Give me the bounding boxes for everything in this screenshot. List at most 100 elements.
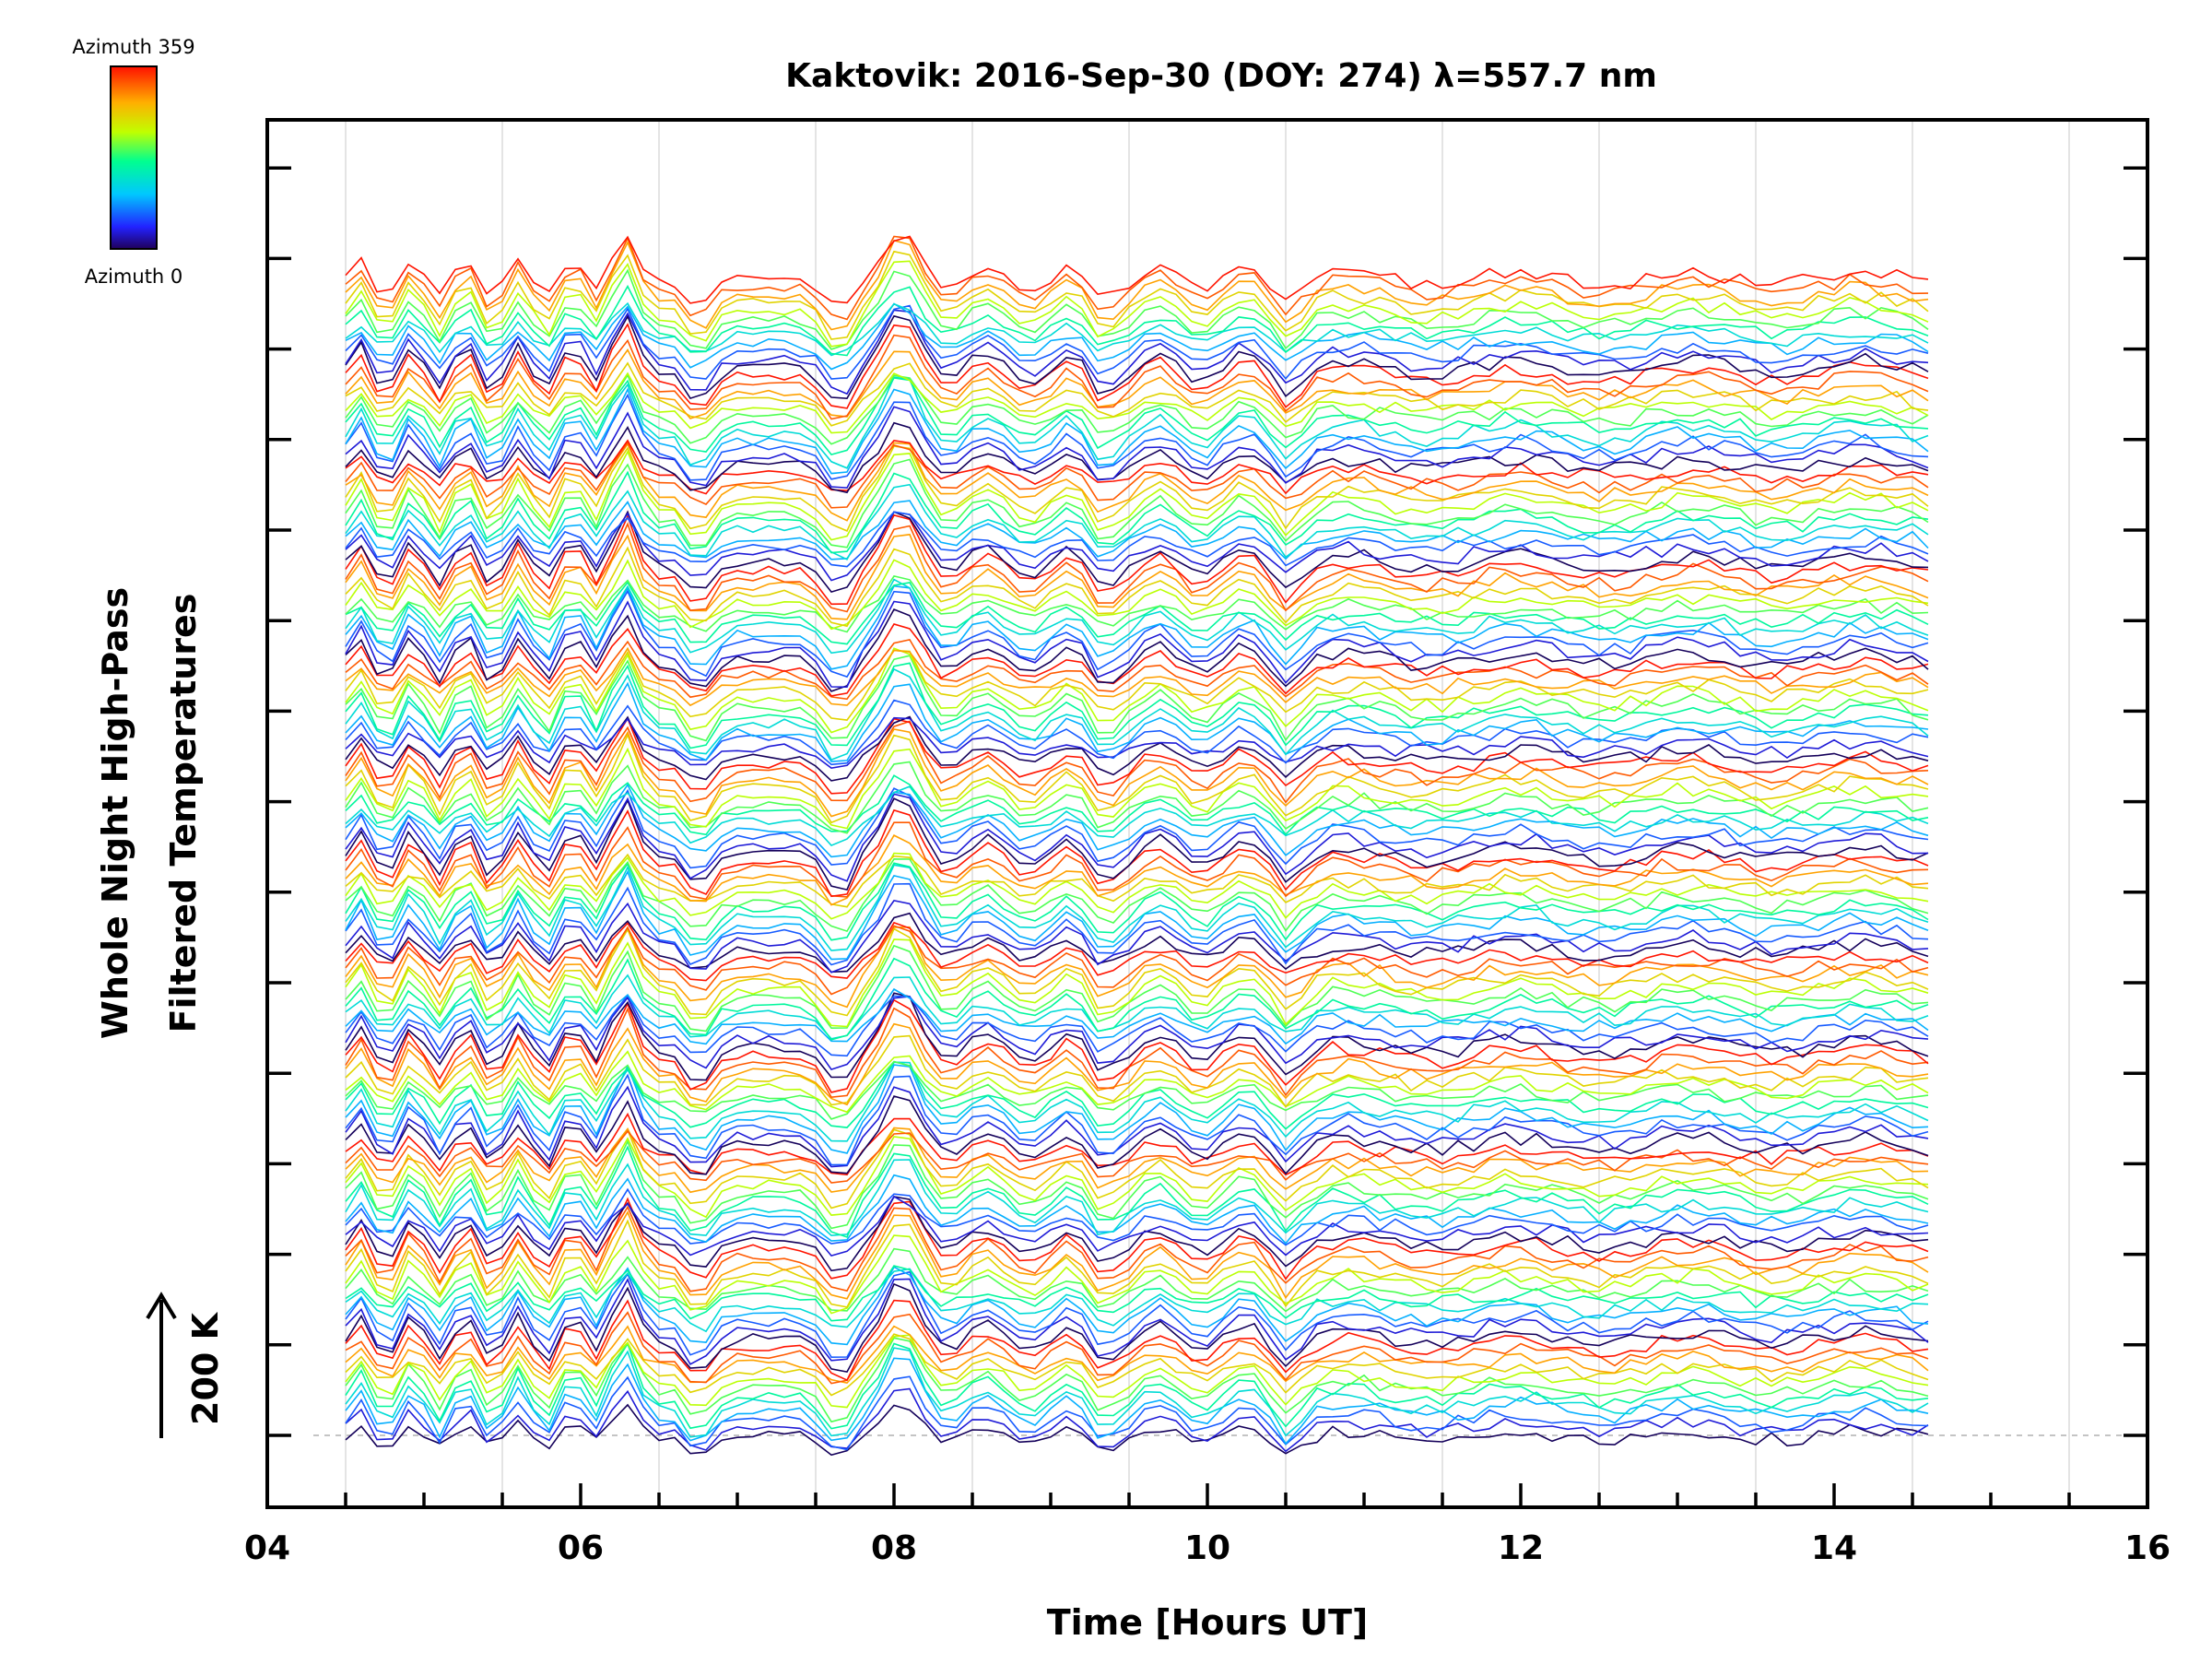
series-line xyxy=(345,853,1929,908)
series-line xyxy=(345,600,1929,689)
series-line xyxy=(345,301,1929,357)
series-line xyxy=(345,470,1929,554)
series-line xyxy=(345,900,1929,974)
series-line xyxy=(345,442,1929,522)
series-line xyxy=(345,957,1929,1041)
series-line xyxy=(345,667,1929,761)
x-axis-label: Time [Hours UT] xyxy=(1047,1602,1369,1643)
series-line xyxy=(345,1403,1929,1457)
x-tick-label: 12 xyxy=(1498,1529,1544,1567)
series-line xyxy=(345,1050,1929,1114)
series-line xyxy=(345,882,1929,966)
series-line xyxy=(345,309,1929,395)
series-line xyxy=(345,623,1929,697)
x-tick-label: 14 xyxy=(1811,1529,1857,1567)
colorbar-bottom-label: Azimuth 0 xyxy=(85,266,183,288)
y-axis-label-line2: Filtered Temperatures xyxy=(163,594,204,1033)
series-line xyxy=(345,1085,1929,1168)
series-line xyxy=(345,1333,1929,1397)
series-line xyxy=(345,987,1929,1045)
series-line xyxy=(345,581,1929,645)
series-line xyxy=(345,793,1929,882)
series-line xyxy=(345,921,1929,982)
series-line xyxy=(345,500,1929,561)
scale-bar-arrowhead-icon xyxy=(146,1292,177,1320)
series-line xyxy=(345,584,1929,670)
x-tick-label: 06 xyxy=(558,1529,604,1567)
series-line xyxy=(345,1299,1929,1382)
series-line xyxy=(345,1342,1929,1430)
series-line xyxy=(345,559,1929,631)
series-line xyxy=(345,1139,1929,1230)
series-line xyxy=(345,834,1929,906)
series-line xyxy=(345,1196,1929,1272)
series-line xyxy=(345,1060,1929,1120)
series-line xyxy=(345,1128,1929,1210)
series-line xyxy=(345,926,1929,1009)
series-line xyxy=(345,458,1929,549)
series-line xyxy=(345,511,1929,582)
colorbar-top-label: Azimuth 359 xyxy=(72,36,194,58)
series-line xyxy=(345,513,1929,606)
series-line xyxy=(345,662,1929,749)
x-tick-label: 04 xyxy=(244,1529,290,1567)
series-line xyxy=(345,927,1929,1017)
series-line xyxy=(345,1095,1929,1175)
x-tick-label: 16 xyxy=(2124,1529,2171,1567)
series-line xyxy=(345,1205,1929,1292)
colorbar-gradient xyxy=(110,65,158,250)
series-line xyxy=(345,1282,1929,1373)
series-line xyxy=(345,785,1929,847)
series-line xyxy=(345,268,1929,350)
series-line xyxy=(345,377,1929,456)
series-line xyxy=(345,387,1929,475)
series-line xyxy=(345,912,1929,974)
series-line xyxy=(345,393,1929,481)
series-line xyxy=(345,546,1929,628)
series-line xyxy=(345,406,1929,490)
series-line xyxy=(345,944,1929,1033)
series-line xyxy=(345,348,1929,419)
series-line xyxy=(345,439,1929,495)
colorbar-legend: Azimuth 359 Azimuth 0 xyxy=(72,36,194,288)
series-line xyxy=(345,821,1929,901)
series-line xyxy=(345,1061,1929,1142)
series-line xyxy=(345,1265,1929,1322)
series-line xyxy=(345,797,1929,891)
series-line xyxy=(345,647,1929,734)
series-line xyxy=(345,733,1929,824)
series-line xyxy=(345,1159,1929,1237)
series-line xyxy=(345,372,1929,434)
series-line xyxy=(345,998,1929,1093)
series-line xyxy=(345,646,1929,707)
series-line xyxy=(345,925,1929,996)
series-line xyxy=(345,450,1929,541)
series-line xyxy=(345,716,1929,795)
series-line xyxy=(345,510,1929,594)
series-line xyxy=(345,235,1929,304)
y-axis-label-line1: Whole Night High-Pass xyxy=(95,587,135,1039)
series-line xyxy=(345,783,1929,858)
series-layer xyxy=(345,235,1929,1457)
series-line xyxy=(345,445,1929,532)
series-line xyxy=(345,421,1929,494)
series-line xyxy=(345,235,1929,321)
series-line xyxy=(345,681,1929,762)
series-line xyxy=(345,302,1929,371)
series-line xyxy=(345,774,1929,836)
series-line xyxy=(345,1187,1929,1246)
series-line xyxy=(345,1007,1929,1099)
series-line xyxy=(345,1219,1929,1308)
series-line xyxy=(345,720,1929,804)
series-line xyxy=(345,1022,1929,1106)
series-line xyxy=(345,649,1929,721)
series-line xyxy=(345,808,1929,898)
series-line xyxy=(345,761,1929,834)
series-line xyxy=(345,1311,1929,1385)
series-line xyxy=(345,1278,1929,1365)
series-line xyxy=(345,1375,1929,1451)
series-line xyxy=(345,1266,1929,1346)
series-line xyxy=(345,250,1929,340)
